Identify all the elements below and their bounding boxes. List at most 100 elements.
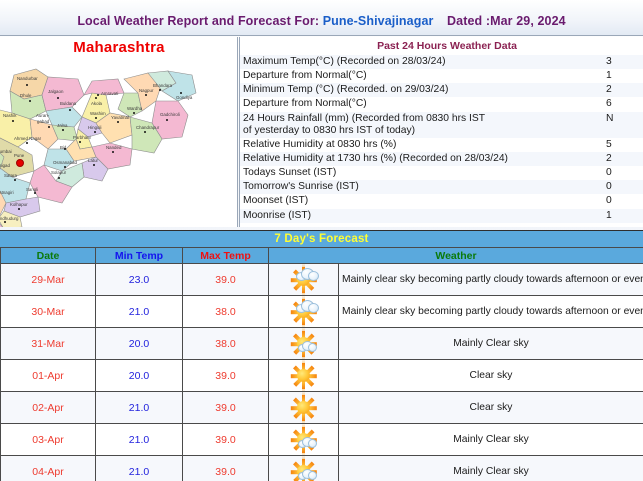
past-row-label: Moonrise (IST) <box>240 209 603 223</box>
forecast-date: 01-Apr <box>0 359 96 392</box>
table-row: Tomorrow's Sunrise (IST) 0 <box>240 180 643 195</box>
district-osmanabad <box>55 162 85 188</box>
past-row-label: Departure from Normal(°C) <box>240 97 603 111</box>
past-24-hours-table: Past 24 Hours Weather Data Maximum Temp(… <box>240 37 643 223</box>
map-dot-buldana <box>69 109 71 111</box>
map-dot-gondiya <box>180 92 182 94</box>
map-dot-solapur <box>58 177 60 179</box>
district-washim <box>77 116 103 138</box>
district-ratnagiri <box>0 190 7 216</box>
map-dot-satara <box>14 179 16 181</box>
past-row-label-line1: Moonset (IST) <box>243 195 309 207</box>
column-header-weather: Weather <box>268 247 643 264</box>
past-24-hours-caption: Past 24 Hours Weather Data <box>240 37 643 55</box>
table-row: 24 Hours Rainfall (mm) (Recorded from 08… <box>240 111 643 138</box>
table-row: 02-Apr 21.0 39.0 Clear sky <box>0 391 643 424</box>
cloud-shape <box>297 468 317 480</box>
map-dot-aurangabad <box>48 126 50 128</box>
map-dot-chandrapur <box>144 131 146 133</box>
forecast-icon-cell <box>268 455 339 481</box>
sun-behind-cloud-icon <box>284 296 324 327</box>
past-row-label-line1: Todays Sunset (IST) <box>243 167 337 179</box>
past-row-value: 1 <box>606 209 612 221</box>
forecast-section: 7 Day's Forecast Date Min Temp Max Temp … <box>0 230 643 481</box>
past-row-label: Moonset (IST) <box>240 194 603 208</box>
forecast-table-head: Date Min Temp Max Temp Weather <box>0 247 643 264</box>
forecast-weather-text: Clear sky <box>338 359 643 392</box>
forecast-max-temp: 39.0 <box>182 359 269 392</box>
map-dot-hingoli <box>94 131 96 133</box>
past-row-label-line1: Departure from Normal(°C) <box>243 98 367 110</box>
map-dot-nagpur <box>145 94 147 96</box>
forecast-min-temp: 20.0 <box>95 327 183 360</box>
map-dot-kolhapur <box>18 208 20 210</box>
table-row: Departure from Normal(°C) 6 <box>240 97 643 112</box>
map-dot-ahmednagar <box>26 142 28 144</box>
cloud-shape <box>295 299 319 313</box>
table-row: Relative Humidity at 1730 hrs (%) (Recor… <box>240 151 643 167</box>
page-header: Local Weather Report and Forecast For: P… <box>0 0 643 36</box>
forecast-icon-cell <box>268 359 339 392</box>
past-row-value: 6 <box>606 98 612 110</box>
table-row: Moonset (IST) 0 <box>240 194 643 209</box>
forecast-weather-text: Mainly clear sky becoming partly cloudy … <box>338 295 643 328</box>
map-dot-sangli <box>34 192 36 194</box>
forecast-weather-text: Clear sky <box>338 391 643 424</box>
past-row-label-line1: Departure from Normal(°C) <box>243 70 367 82</box>
district-wardha <box>117 92 143 118</box>
forecast-icon-cell <box>268 391 339 424</box>
forecast-max-temp: 39.0 <box>182 391 269 424</box>
district-latur <box>81 156 109 182</box>
map-marker-pune-station <box>16 159 24 167</box>
forecast-weather-text: Mainly Clear sky <box>338 423 643 456</box>
past-24-hours-body: Maximum Temp(°C) (Recorded on 28/03/24) … <box>240 55 643 223</box>
district-chandrapur <box>129 116 163 154</box>
forecast-title: 7 Day's Forecast <box>0 230 643 247</box>
past-row-label-line1: Maximum Temp(°C) (Recorded on 28/03/24) <box>243 56 446 67</box>
map-dot-amravati <box>97 94 99 96</box>
district-jalgaon <box>41 76 85 112</box>
past-row-value: 2 <box>606 84 612 96</box>
district-bid <box>43 148 75 172</box>
map-dot-nanded <box>112 151 114 153</box>
forecast-weather-text: Mainly clear sky becoming partly cloudy … <box>338 263 643 296</box>
column-header-date: Date <box>0 247 96 264</box>
map-dot-wardha <box>133 112 135 114</box>
forecast-max-temp: 39.0 <box>182 455 269 481</box>
map-dot-sindhudurg <box>4 221 6 223</box>
past-row-label: Todays Sunset (IST) <box>240 166 603 180</box>
map-dot-jalna <box>62 129 64 131</box>
past-24-hours-panel: Past 24 Hours Weather Data Maximum Temp(… <box>239 37 643 227</box>
sun-core <box>297 401 310 414</box>
forecast-min-temp: 21.0 <box>95 295 183 328</box>
table-row: 31-Mar 20.0 38.0 <box>0 327 643 360</box>
past-row-label-line1: Tomorrow's Sunrise (IST) <box>243 181 359 193</box>
forecast-icon-cell <box>268 295 339 328</box>
forecast-table: Date Min Temp Max Temp Weather 29-Mar 23… <box>0 247 643 481</box>
report-date: Dated :Mar 29, 2024 <box>447 14 566 28</box>
past-row-value: 0 <box>606 167 612 179</box>
district-raigad <box>0 152 5 170</box>
map-dot-bhandara <box>159 89 161 91</box>
forecast-date: 02-Apr <box>0 391 96 424</box>
table-row: Todays Sunset (IST) 0 <box>240 166 643 181</box>
column-header-min-temp: Min Temp <box>95 247 183 264</box>
past-row-label-line1: Relative Humidity at 0830 hrs (%) <box>243 138 397 150</box>
past-row-label-line2: of yesterday to 0830 hrs IST of today) <box>243 124 416 136</box>
forecast-date: 30-Mar <box>0 295 96 328</box>
map-dot-jalgaon <box>57 97 59 99</box>
map-dot-washim <box>95 117 97 119</box>
table-row: Maximum Temp(°C) (Recorded on 28/03/24) … <box>240 55 643 70</box>
forecast-weather-text: Mainly Clear sky <box>338 455 643 481</box>
past-row-value: N <box>606 112 614 124</box>
district-kolhapur <box>0 210 23 227</box>
district-buldana <box>45 106 83 128</box>
past-row-label-line1: Relative Humidity at 1730 hrs (%) (Recor… <box>243 152 508 164</box>
cloud-shape <box>297 340 317 352</box>
forecast-icon-cell <box>268 327 339 360</box>
past-row-label: Departure from Normal(°C) <box>240 69 603 83</box>
table-row: Minimum Temp (°C) (Recorded. on 29/03/24… <box>240 83 643 98</box>
map-title: Maharashtra <box>73 39 165 56</box>
sun-icon <box>284 392 324 423</box>
table-row: Moonrise (IST) 1 <box>240 208 643 223</box>
